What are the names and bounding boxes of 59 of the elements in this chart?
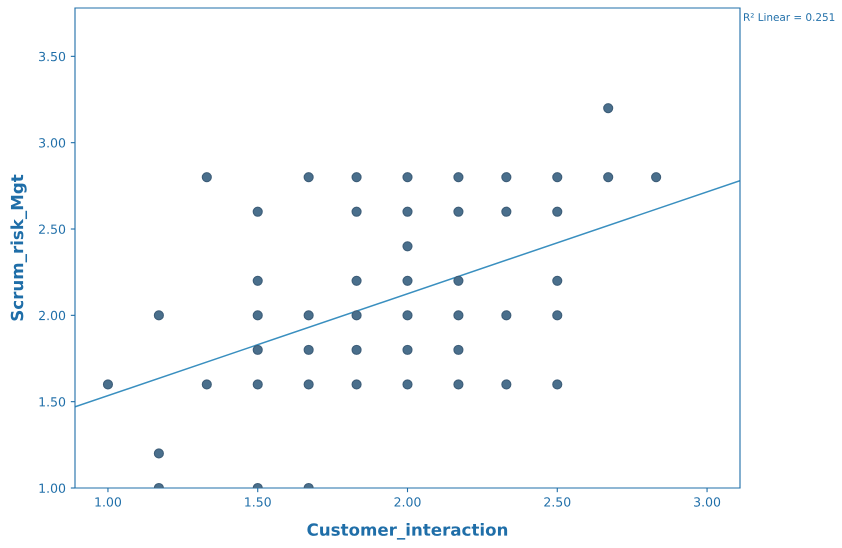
point <box>501 172 512 182</box>
point <box>651 172 662 182</box>
point <box>453 206 464 217</box>
point <box>352 310 362 320</box>
point <box>603 172 614 182</box>
text: R² Linear = 0.251 <box>744 12 834 22</box>
point <box>252 276 263 286</box>
x-tick-label: 2.50 <box>544 497 570 507</box>
y-tick-label: 2.00 <box>39 310 66 320</box>
point <box>352 172 362 182</box>
y-tick-label: 2.50 <box>39 224 66 234</box>
point <box>202 172 212 182</box>
point <box>154 310 164 320</box>
point <box>352 276 362 286</box>
x-tick-label: 1.50 <box>245 497 271 507</box>
point <box>352 206 362 217</box>
point <box>402 310 413 320</box>
point <box>252 206 263 217</box>
point <box>402 344 413 355</box>
point <box>304 172 314 182</box>
y-tick-label: 3.50 <box>39 52 66 62</box>
y-tick-label: 1.00 <box>40 483 66 493</box>
x-tick-label: 2.00 <box>394 497 421 507</box>
point <box>352 379 362 390</box>
point <box>501 310 512 320</box>
y-axis-title: Scrum_risk_Mgt <box>10 174 28 321</box>
point <box>304 344 314 355</box>
point <box>402 379 413 390</box>
x-tick-label: 1.00 <box>95 497 122 507</box>
point <box>202 379 212 390</box>
point <box>552 276 562 286</box>
point <box>453 172 464 182</box>
point <box>552 172 562 182</box>
point <box>402 206 413 217</box>
point <box>603 103 614 114</box>
point <box>501 206 512 217</box>
point <box>304 379 314 390</box>
point <box>501 379 512 390</box>
point <box>453 310 464 320</box>
point <box>252 344 263 355</box>
point <box>102 379 114 390</box>
point <box>453 344 464 355</box>
x-axis-title: Customer_interaction <box>307 523 508 540</box>
point <box>252 379 263 390</box>
point <box>154 448 164 459</box>
point <box>453 379 464 390</box>
y-tick-label: 3.00 <box>39 138 66 148</box>
point <box>252 310 263 320</box>
point <box>552 206 562 217</box>
x-tick-label: 3.00 <box>694 497 720 507</box>
point <box>402 172 413 182</box>
point <box>402 276 413 286</box>
point <box>352 344 362 355</box>
point <box>453 276 464 286</box>
point <box>552 310 562 320</box>
point <box>552 379 562 390</box>
point <box>402 241 413 252</box>
point <box>304 310 314 320</box>
y-tick-label: 1.50 <box>40 397 66 407</box>
